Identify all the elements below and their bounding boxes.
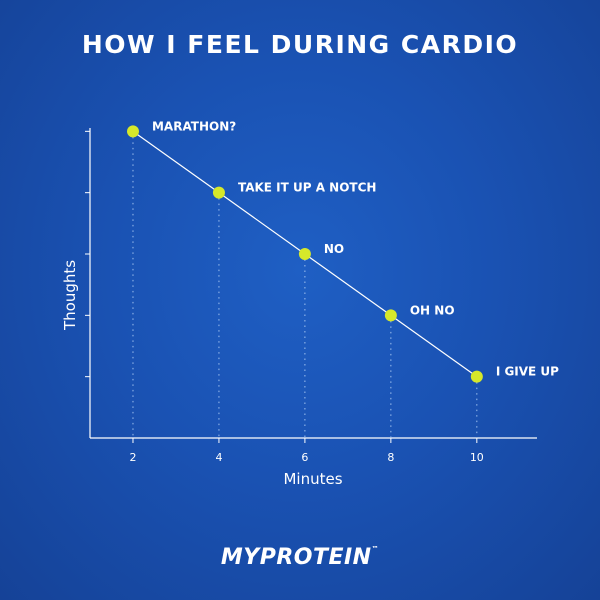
chart-drop-lines [132, 131, 478, 438]
point-label: MARATHON? [152, 119, 236, 133]
x-tick-label: 4 [215, 451, 222, 464]
myprotein-logo: MYPROTEIN™ [0, 545, 600, 570]
trademark-mark: ™ [371, 545, 380, 553]
x-tick-label: 2 [129, 451, 136, 464]
x-tick-label: 6 [301, 451, 308, 464]
data-point [212, 186, 225, 199]
data-point [470, 370, 483, 383]
point-label: OH NO [410, 303, 455, 317]
data-point [298, 248, 311, 260]
chart-title: HOW I FEEL DURING CARDIO [81, 30, 519, 59]
data-point [126, 125, 139, 138]
chart-axes: 2 4 6 8 10 [85, 128, 537, 464]
point-label: I GIVE UP [496, 365, 559, 379]
y-axis-label: Thoughts [61, 260, 79, 331]
chart-series [126, 125, 483, 383]
logo-text: MYPROTEIN [220, 545, 372, 570]
point-label: NO [324, 242, 344, 256]
x-tick-label: 8 [387, 451, 394, 464]
point-label: TAKE IT UP A NOTCH [238, 181, 377, 195]
data-point [384, 309, 397, 322]
x-tick-label: 10 [470, 451, 484, 464]
x-axis-label: Minutes [283, 470, 342, 488]
chart-point-labels: MARATHON? TAKE IT UP A NOTCH NO OH NO I GIVE… [152, 119, 559, 378]
